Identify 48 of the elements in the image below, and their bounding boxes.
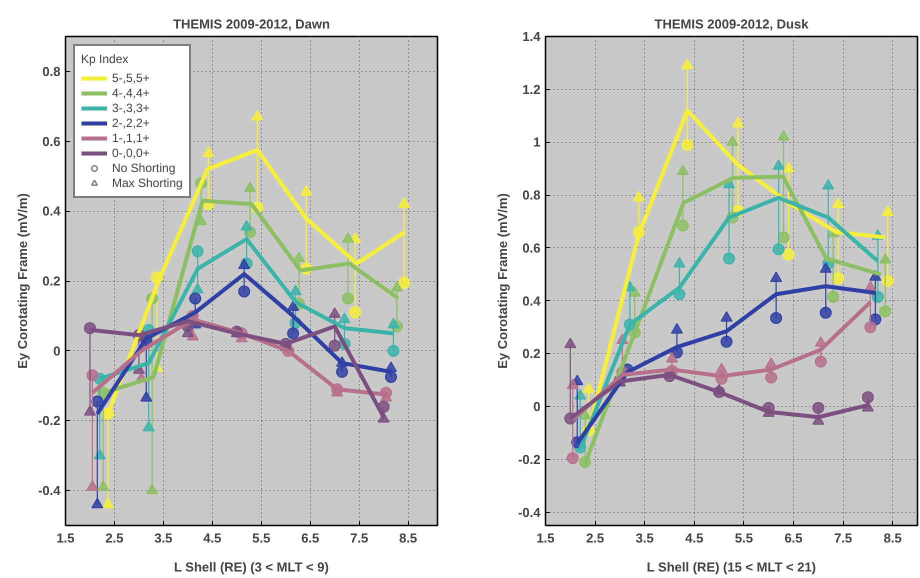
x-tick-label: 5.5 bbox=[734, 530, 753, 546]
legend-label: 0-,0,0+ bbox=[112, 146, 150, 160]
legend-label: 4-,4,4+ bbox=[112, 86, 150, 100]
x-tick-label: 6.5 bbox=[784, 530, 803, 546]
legend-label: 2-,2,2+ bbox=[112, 116, 150, 130]
x-tick-label: 8.5 bbox=[399, 530, 418, 546]
y-axis-title: Ey Corotating Frame (mV/m) bbox=[15, 193, 30, 369]
y-tick-label: 0.4 bbox=[42, 204, 62, 219]
x-tick-label: 3.5 bbox=[154, 530, 172, 546]
legend-title: Kp Index bbox=[81, 52, 130, 66]
x-tick-label: 7.5 bbox=[350, 530, 368, 546]
y-tick-label: -0.2 bbox=[518, 452, 541, 467]
y-tick-label: 0.4 bbox=[522, 293, 542, 308]
x-tick-label: 6.5 bbox=[301, 530, 320, 546]
y-tick-label: 0.6 bbox=[42, 134, 61, 149]
y-tick-label: 0.2 bbox=[42, 274, 61, 288]
y-tick-label: 0.2 bbox=[522, 346, 541, 362]
legend-label: 3-,3,3+ bbox=[112, 101, 150, 115]
y-tick-label: 0 bbox=[533, 399, 541, 414]
x-axis-title: L Shell (RE) (15 < MLT < 21) bbox=[646, 560, 816, 574]
x-tick-label: 4.5 bbox=[685, 530, 704, 546]
y-tick-label: 0 bbox=[53, 343, 61, 358]
x-axis-title: L Shell (RE) (3 < MLT < 9) bbox=[174, 560, 329, 574]
y-tick-label: 0.8 bbox=[42, 64, 61, 79]
y-tick-label: -0.4 bbox=[518, 504, 542, 520]
x-tick-label: 8.5 bbox=[884, 530, 902, 546]
legend-label: 5-,5,5+ bbox=[112, 71, 150, 85]
x-tick-label: 3.5 bbox=[636, 530, 654, 546]
x-tick-label: 1.5 bbox=[56, 530, 75, 546]
y-tick-label: -0.2 bbox=[38, 413, 61, 428]
x-tick-label: 7.5 bbox=[834, 530, 852, 546]
x-tick-label: 2.5 bbox=[586, 530, 604, 546]
y-tick-label: 1 bbox=[533, 134, 541, 150]
y-tick-label: 0.6 bbox=[522, 240, 541, 256]
y-axis-title: Ey Corotating Frame (mV/m) bbox=[495, 193, 510, 369]
chart-title: THEMIS 2009-2012, Dawn bbox=[173, 16, 330, 32]
y-tick-label: 1.4 bbox=[522, 29, 542, 44]
y-tick-label: 0.8 bbox=[522, 188, 541, 203]
y-tick-label: -0.4 bbox=[38, 483, 62, 498]
legend-label: 1-,1,1+ bbox=[112, 131, 150, 145]
x-tick-label: 2.5 bbox=[105, 530, 124, 546]
x-tick-label: 5.5 bbox=[252, 530, 270, 546]
y-tick-label: 1.2 bbox=[522, 82, 541, 97]
chart-title: THEMIS 2009-2012, Dusk bbox=[654, 16, 810, 32]
legend-label: Max Shorting bbox=[112, 176, 183, 190]
legend-label: No Shorting bbox=[112, 161, 176, 175]
x-tick-label: 1.5 bbox=[536, 530, 555, 546]
x-tick-label: 4.5 bbox=[203, 530, 222, 546]
